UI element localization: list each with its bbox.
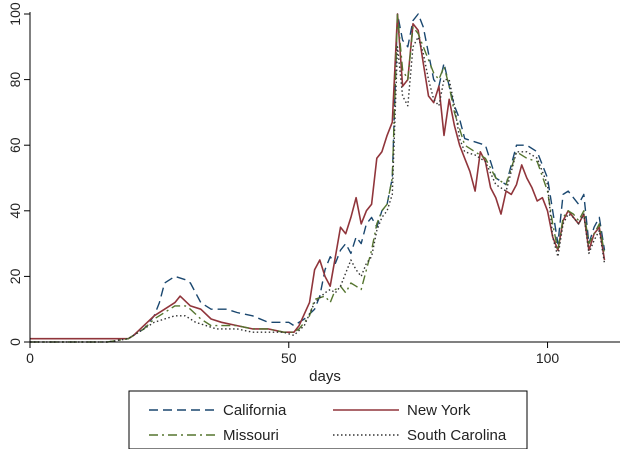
x-ticks: 0 50 100 [26,342,559,366]
y-tick-label: 20 [7,268,23,284]
y-tick-label: 100 [7,2,23,26]
x-axis-title: days [309,368,341,385]
axes-layer: 0 20 40 60 80 100 0 50 100 [7,2,620,366]
x-tick-label: 50 [281,350,297,366]
series-line-south-carolina [30,36,606,343]
y-tick-label: 60 [7,137,23,153]
series-line-new-york [30,13,606,340]
legend-items: California New York Missouri South Carolina [149,402,507,444]
y-ticks: 0 20 40 60 80 100 [7,2,30,346]
series-layer [30,13,606,343]
legend: California New York Missouri South Carolina [128,390,528,449]
y-tick-label: 40 [7,203,23,219]
y-tick-label: 80 [7,72,23,88]
y-tick-label: 0 [7,338,23,346]
series-line-missouri [30,13,606,343]
legend-box [128,390,528,449]
legend-label: New York [407,402,471,419]
legend-label: South Carolina [407,427,507,444]
x-tick-label: 0 [26,350,34,366]
x-tick-label: 100 [536,350,560,366]
series-line-california [30,13,606,340]
legend-label: Missouri [223,427,279,444]
legend-label: California [223,402,287,419]
